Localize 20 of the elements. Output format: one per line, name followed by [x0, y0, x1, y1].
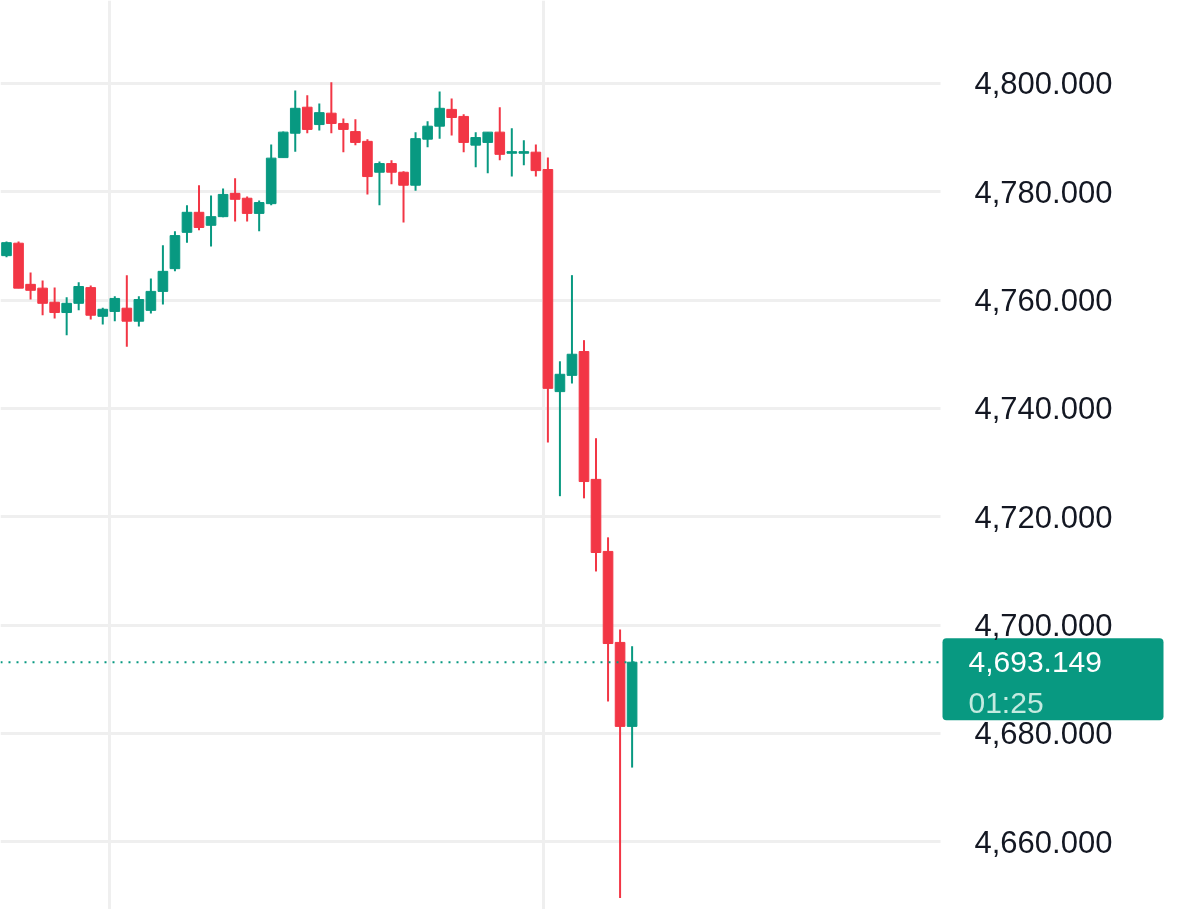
- y-tick-label: 4,660.000: [974, 824, 1113, 860]
- y-tick-label: 4,780.000: [974, 174, 1113, 210]
- candlestick: [181, 204, 193, 244]
- candlestick: [374, 160, 385, 207]
- candlestick: [157, 244, 169, 306]
- candlestick: [205, 194, 217, 248]
- candlestick: [494, 106, 506, 162]
- y-tick-label: 4,720.000: [974, 499, 1113, 535]
- y-tick-label: 4,740.000: [974, 391, 1113, 427]
- candlestick: [193, 184, 205, 232]
- candlestick: [121, 274, 133, 348]
- candlestick: [301, 94, 313, 135]
- candlestick: [217, 187, 229, 219]
- ref-line-label: 4,693.149: [968, 645, 1102, 679]
- y-tick-label: 4,700.000: [974, 608, 1113, 644]
- y-tick-label: 4,800.000: [974, 66, 1113, 102]
- y-tick-label: 4,760.000: [974, 283, 1113, 319]
- annotation: 01:25: [968, 685, 1044, 719]
- candlestick: [314, 102, 325, 132]
- y-tick-label: 4,680.000: [974, 716, 1113, 752]
